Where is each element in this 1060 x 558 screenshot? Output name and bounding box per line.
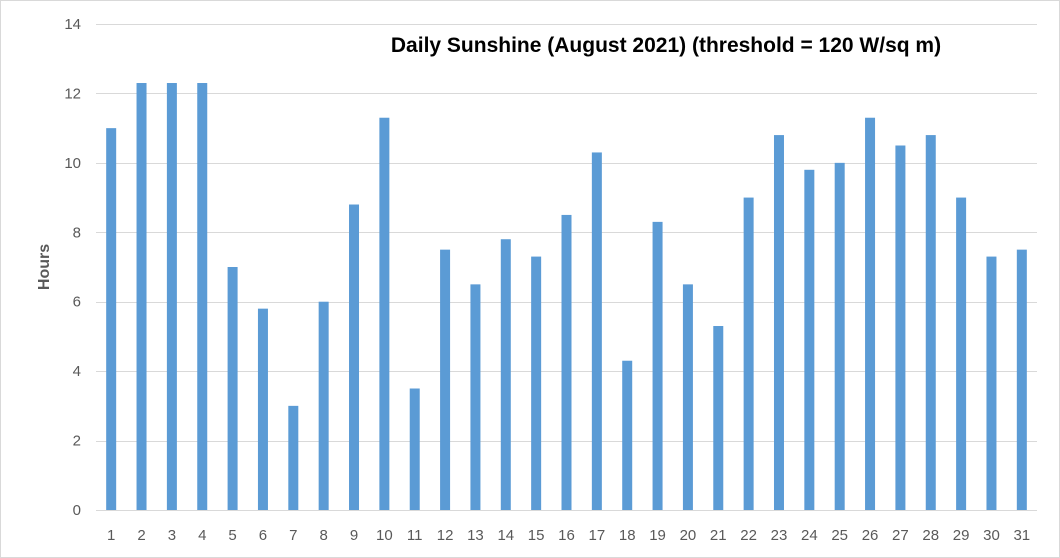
x-tick-label: 10 [376, 527, 393, 544]
bar-day-29 [956, 197, 967, 511]
bar-day-18 [622, 360, 633, 510]
bar-day-21 [713, 326, 724, 510]
bar-day-12 [440, 249, 451, 510]
x-tick-label: 21 [710, 527, 727, 544]
bar-day-31 [1016, 249, 1027, 510]
bar-day-16 [561, 214, 572, 510]
x-tick-label: 6 [259, 527, 267, 544]
x-tick-label: 31 [1013, 527, 1030, 544]
x-tick-label: 22 [740, 527, 757, 544]
bar-day-22 [743, 197, 754, 511]
bar-day-15 [531, 256, 542, 510]
bar-day-26 [865, 117, 876, 510]
x-tick-label: 18 [619, 527, 636, 544]
x-tick-label: 11 [407, 527, 423, 544]
bar-day-6 [257, 308, 268, 510]
x-tick-label: 19 [649, 527, 666, 544]
x-tick-label: 12 [437, 527, 454, 544]
x-tick-label: 29 [953, 527, 970, 544]
x-tick-label: 20 [680, 527, 697, 544]
y-axis-title: Hours [36, 244, 53, 290]
bar-day-27 [895, 145, 906, 510]
x-tick-label: 9 [350, 527, 358, 544]
y-tick-label: 10 [64, 155, 81, 172]
x-tick-label: 4 [198, 527, 206, 544]
x-tick-label: 3 [168, 527, 176, 544]
bar-day-25 [834, 162, 845, 510]
bar-day-9 [349, 204, 360, 510]
bar-day-3 [166, 83, 177, 510]
x-tick-label: 23 [771, 527, 788, 544]
bar-day-14 [500, 239, 511, 510]
bar-day-30 [986, 256, 997, 510]
y-tick-label: 8 [73, 224, 81, 241]
x-tick-label: 2 [137, 527, 145, 544]
bar-day-8 [318, 301, 329, 510]
bar-day-7 [288, 405, 299, 510]
bar-day-24 [804, 169, 815, 511]
x-tick-label: 8 [319, 527, 327, 544]
bar-day-4 [197, 83, 208, 510]
bar-day-5 [227, 267, 238, 510]
bar-day-11 [409, 388, 420, 510]
bar-day-19 [652, 221, 663, 510]
y-tick-label: 6 [73, 294, 81, 311]
y-tick-label: 2 [73, 433, 81, 450]
bar-day-13 [470, 284, 481, 510]
bar-day-10 [379, 117, 390, 510]
x-tick-label: 17 [589, 527, 606, 544]
x-tick-label: 28 [922, 527, 939, 544]
y-tick-label: 14 [64, 16, 81, 33]
y-tick-label: 12 [64, 85, 81, 102]
x-tick-label: 5 [228, 527, 236, 544]
x-tick-label: 7 [289, 527, 297, 544]
bar-series [106, 83, 1027, 511]
chart-title: Daily Sunshine (August 2021) (threshold … [391, 34, 941, 57]
x-tick-label: 13 [467, 527, 484, 544]
bar-day-17 [591, 152, 602, 510]
bar-day-23 [773, 135, 784, 511]
x-tick-label: 1 [107, 527, 115, 544]
x-tick-label: 25 [831, 527, 848, 544]
bar-day-28 [925, 135, 936, 511]
x-tick-label: 26 [862, 527, 879, 544]
y-tick-label: 4 [73, 363, 81, 380]
bar-day-20 [682, 284, 693, 510]
x-tick-label: 24 [801, 527, 818, 544]
y-tick-label: 0 [73, 502, 81, 519]
bar-day-2 [136, 83, 147, 510]
x-tick-label: 16 [558, 527, 575, 544]
x-tick-label: 14 [497, 527, 514, 544]
x-tick-label: 15 [528, 527, 545, 544]
bar-day-1 [106, 128, 117, 510]
x-tick-label: 30 [983, 527, 1000, 544]
x-tick-label: 27 [892, 527, 909, 544]
